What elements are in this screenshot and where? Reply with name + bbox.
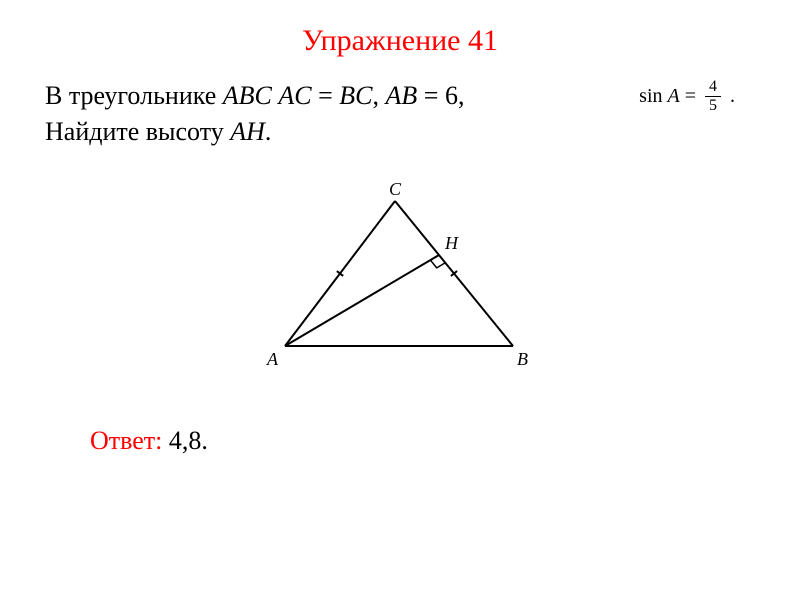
svg-text:H: H bbox=[444, 233, 459, 253]
problem-text-segment: В треугольнике ABC AC = BC, AB = 6, bbox=[45, 78, 464, 114]
sin-angle: A bbox=[668, 82, 680, 110]
triangle-diagram: A B C H bbox=[0, 181, 800, 376]
equals-sign: = bbox=[680, 82, 701, 110]
problem-statement: В треугольнике ABC AC = BC, AB = 6, sin … bbox=[0, 58, 800, 151]
problem-line-1: В треугольнике ABC AC = BC, AB = 6, sin … bbox=[45, 78, 755, 114]
triangle-svg: A B C H bbox=[255, 181, 545, 371]
eq1-right: BC bbox=[339, 81, 372, 110]
problem-intro: В треугольнике bbox=[45, 81, 223, 110]
answer-label: Ответ: bbox=[90, 426, 169, 455]
find-text: Найдите высоту bbox=[45, 117, 230, 146]
triangle-name: ABC bbox=[223, 81, 272, 110]
svg-text:C: C bbox=[389, 181, 402, 199]
fraction-denominator: 5 bbox=[705, 97, 721, 114]
period: . bbox=[725, 82, 735, 110]
fraction: 4 5 bbox=[705, 79, 721, 114]
eq1-left: AC bbox=[278, 81, 311, 110]
fraction-numerator: 4 bbox=[705, 79, 721, 97]
sin-label: sin bbox=[639, 82, 662, 110]
problem-line-2: Найдите высоту AH. bbox=[45, 114, 755, 150]
find-var: AH bbox=[230, 117, 265, 146]
svg-text:B: B bbox=[517, 349, 528, 369]
answer-value: 4,8. bbox=[169, 426, 208, 455]
eq2-right: 6 bbox=[445, 81, 458, 110]
answer-line: Ответ: 4,8. bbox=[0, 426, 800, 456]
sin-formula: sin A = 4 5 . bbox=[639, 79, 735, 114]
eq2-left: AB bbox=[386, 81, 418, 110]
exercise-title: Упражнение 41 bbox=[0, 0, 800, 58]
svg-text:A: A bbox=[266, 349, 279, 369]
